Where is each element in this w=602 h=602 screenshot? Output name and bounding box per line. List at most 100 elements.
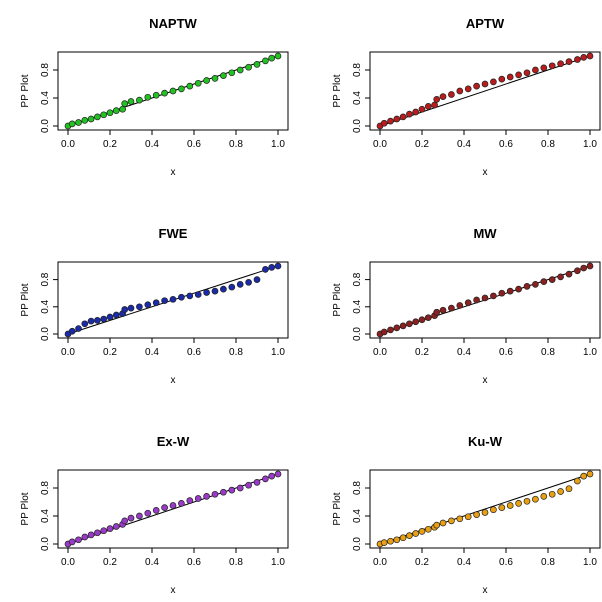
y-tick-label: 0.0 [40,327,51,341]
data-point [540,493,548,500]
data-point [380,328,388,336]
data-point [412,318,420,326]
data-point [393,324,401,332]
data-point [100,527,108,535]
x-tick-label: 0.2 [103,347,117,358]
y-tick-label: 0.0 [352,537,363,551]
data-point [473,82,480,90]
y-tick-label: 0.0 [352,327,363,341]
data-point [565,485,573,493]
data-point [100,315,108,323]
plot-frame [57,51,289,131]
data-point [464,513,472,521]
y-tick-label: 0.8 [40,481,51,495]
data-point [464,85,472,93]
data-point [236,484,244,492]
y-tick-label: 0.8 [40,63,51,77]
x-tick-label: 0.2 [415,557,429,568]
data-point [448,91,455,98]
x-tick-label: 0.0 [61,347,75,358]
data-point [448,517,455,525]
data-point [194,291,202,298]
y-tick-label: 0.8 [352,272,363,286]
x-tick-label: 1.0 [583,347,597,358]
data-point [169,87,177,95]
data-point [523,69,531,77]
x-tick-label: 0.0 [61,139,75,150]
data-point [81,533,89,541]
data-point [220,72,227,79]
x-tick-label: 1.0 [271,139,285,150]
y-axis-label: PP Plot [20,283,31,316]
y-tick-label: 0.0 [40,537,51,551]
x-axis-label: x [483,585,488,596]
y-axis-label: PP Plot [332,283,343,316]
data-point [490,506,497,514]
data-point [220,285,227,293]
data-point [506,287,514,295]
data-point [136,512,143,520]
plot-frame [57,469,289,549]
data-point [418,316,426,324]
x-tick-label: 0.6 [499,557,513,568]
data-point [121,100,129,107]
data-point [406,110,413,118]
x-tick-label: 0.0 [373,557,387,568]
data-point [94,529,101,537]
data-point [418,528,426,535]
data-point [112,107,120,114]
data-point [439,93,447,100]
chart-title: FWE [159,226,188,241]
data-point [580,54,588,61]
data-point [433,308,441,316]
x-tick-label: 1.0 [271,347,285,358]
data-point [75,119,82,126]
data-point [161,89,168,97]
data-point [94,317,101,324]
plot-frame [57,261,289,339]
data-point [169,295,177,303]
y-tick-label: 0.4 [40,91,51,105]
y-tick-label: 0.8 [40,272,51,286]
data-point [228,283,236,291]
y-tick-label: 0.4 [40,509,51,523]
data-point [515,500,522,507]
x-tick-label: 1.0 [583,557,597,568]
data-point [268,472,276,480]
data-point [87,115,95,123]
data-point [580,472,588,480]
data-point [136,303,143,311]
y-tick-label: 0.4 [40,299,51,313]
x-tick-label: 0.6 [187,347,201,358]
data-point [262,475,269,483]
x-tick-label: 0.2 [103,557,117,568]
data-point [456,302,464,309]
x-tick-label: 0.6 [187,139,201,150]
data-point [106,525,114,532]
data-point [274,262,282,270]
x-tick-label: 0.8 [229,557,243,568]
data-point [548,276,556,283]
data-point [245,63,252,71]
data-point [127,98,135,105]
data-point [220,488,227,496]
data-point [127,514,135,522]
data-point [253,61,261,68]
data-point [236,66,244,74]
data-point [433,96,441,103]
data-point [473,296,480,304]
x-tick-label: 0.4 [457,557,471,568]
x-tick-label: 0.2 [415,347,429,358]
x-axis-label: x [483,167,488,178]
data-point [424,314,432,322]
x-tick-label: 0.0 [373,139,387,150]
data-point [565,58,573,65]
y-tick-label: 0.0 [352,119,363,133]
chart-title: NAPTW [149,16,197,31]
data-point [253,479,261,486]
data-point [387,117,394,125]
data-point [387,537,394,545]
plot-frame [369,51,601,131]
y-tick-label: 0.0 [40,119,51,133]
data-point [245,278,252,286]
